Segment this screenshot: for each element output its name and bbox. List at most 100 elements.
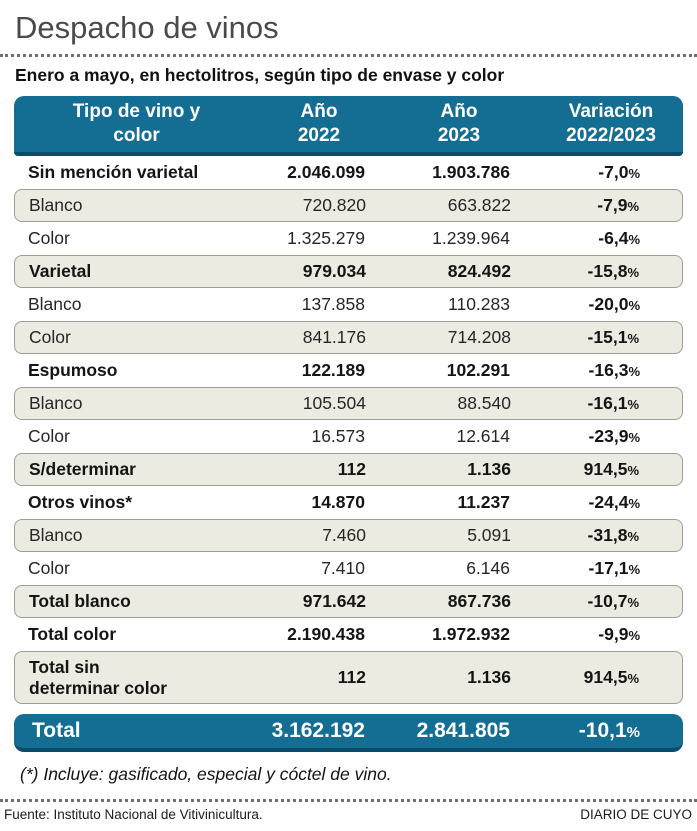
table-row: Blanco 7.460 5.091 -31,8% [14,519,683,552]
variation-value: -16,1% [587,393,639,413]
table-row: Color 1.325.279 1.239.964 -6,4% [14,222,683,255]
table-row: Total blanco 971.642 867.736 -10,7% [14,585,683,618]
row-label: Color [28,228,70,249]
page-title: Despacho de vinos [15,10,279,45]
value-2023: 824.492 [447,261,511,281]
table-body: Sin mención varietal 2.046.099 1.903.786… [14,156,683,704]
footer-divider [0,799,697,802]
variation-value: 914,5% [583,667,639,687]
total-row: Total 3.162.192 2.841.805 -10,1% [14,714,683,752]
total-value-2022: 3.162.192 [271,719,365,742]
table-row: Espumoso 122.189 102.291 -16,3% [14,354,683,387]
value-2023: 1.903.786 [432,162,510,182]
variation-value: -10,7% [587,591,639,611]
value-2022: 720.820 [302,195,366,215]
row-label: Total color [28,624,117,645]
value-2022: 2.190.438 [287,624,365,644]
title-divider [0,54,697,57]
variation-value: -6,4% [598,228,640,248]
value-2023: 12.614 [456,426,510,446]
variation-value: -15,1% [587,327,639,347]
value-2023: 102.291 [446,360,510,380]
table-row: Sin mención varietal 2.046.099 1.903.786… [14,156,683,189]
variation-value: -17,1% [588,558,640,578]
value-2023: 88.540 [457,393,511,413]
table-row: Blanco 720.820 663.822 -7,9% [14,189,683,222]
footnote: (*) Incluye: gasificado, especial y cóct… [20,764,392,784]
variation-value: -24,4% [588,492,640,512]
table-row: S/determinar 112 1.136 914,5% [14,453,683,486]
header-ano-2022: Año 2022 [259,100,379,148]
row-label: Total sin determinar color [29,657,168,698]
table-row: Color 841.176 714.208 -15,1% [14,321,683,354]
value-2022: 16.573 [311,426,365,446]
table-row: Color 7.410 6.146 -17,1% [14,552,683,585]
subtitle: Enero a mayo, en hectolitros, según tipo… [15,65,505,85]
total-label: Total [32,718,81,742]
value-2023: 5.091 [467,525,511,545]
value-2023: 1.972.932 [432,624,510,644]
value-2022: 14.870 [311,492,365,512]
row-label: Color [28,558,70,579]
value-2023: 1.239.964 [432,228,510,248]
variation-value: 914,5% [583,459,639,479]
row-label: Varietal [29,261,92,282]
value-2022: 1.325.279 [287,228,365,248]
wine-table: Tipo de vino y color Año 2022 Año 2023 V… [14,96,683,752]
source-credit: Fuente: Instituto Nacional de Vitivinicu… [4,807,263,822]
value-2023: 1.136 [467,667,511,687]
value-2023: 11.237 [457,492,510,512]
header-ano-2023-label: Año 2023 [437,101,481,146]
header-variacion: Variación 2022/2023 [539,100,683,148]
table-header-row: Tipo de vino y color Año 2022 Año 2023 V… [14,96,683,156]
value-2023: 663.822 [447,195,511,215]
row-label: Color [28,426,70,447]
table-row: Total sin determinar color 112 1.136 914… [14,651,683,704]
header-variacion-label: Variación 2022/2023 [566,101,656,146]
value-2022: 112 [337,459,366,479]
row-label: Blanco [28,294,82,315]
variation-value: -15,8% [587,261,639,281]
header-ano-2023: Año 2023 [379,100,539,148]
table-row: Otros vinos* 14.870 11.237 -24,4% [14,486,683,519]
table-row: Varietal 979.034 824.492 -15,8% [14,255,683,288]
value-2022: 2.046.099 [287,162,365,182]
value-2022: 137.858 [301,294,365,314]
total-variation: -10,1% [578,719,640,742]
row-label: Otros vinos* [28,492,133,513]
value-2022: 122.189 [301,360,365,380]
variation-value: -7,9% [597,195,639,215]
variation-value: -20,0% [588,294,640,314]
row-label: Total blanco [29,591,131,612]
header-ano-2022-label: Año 2022 [297,101,341,146]
value-2022: 112 [337,667,366,687]
variation-value: -16,3% [588,360,640,380]
value-2023: 1.136 [467,459,511,479]
row-label: Blanco [29,525,83,546]
table-row: Blanco 137.858 110.283 -20,0% [14,288,683,321]
value-2022: 979.034 [302,261,366,281]
total-value-2023: 2.841.805 [416,719,510,742]
header-tipo-de-vino-label: Tipo de vino y color [72,101,201,146]
row-label: Espumoso [28,360,118,381]
value-2023: 867.736 [447,591,511,611]
value-2023: 714.208 [447,327,511,347]
variation-value: -23,9% [588,426,640,446]
variation-value: -31,8% [587,525,639,545]
wine-dispatch-infographic: Despacho de vinos Enero a mayo, en hecto… [0,10,697,831]
table-row: Total color 2.190.438 1.972.932 -9,9% [14,618,683,651]
publisher-credit: DIARIO DE CUYO [580,807,692,822]
variation-value: -9,9% [598,624,640,644]
row-label: Sin mención varietal [28,162,199,183]
value-2022: 7.410 [321,558,365,578]
table-row: Blanco 105.504 88.540 -16,1% [14,387,683,420]
row-label: Blanco [29,393,83,414]
value-2022: 105.504 [302,393,366,413]
row-label: Color [29,327,71,348]
row-label: S/determinar [29,459,136,480]
value-2022: 7.460 [322,525,366,545]
row-label: Blanco [29,195,83,216]
table-row: Color 16.573 12.614 -23,9% [14,420,683,453]
variation-value: -7,0% [598,162,640,182]
footer: Fuente: Instituto Nacional de Vitivinicu… [0,807,697,822]
